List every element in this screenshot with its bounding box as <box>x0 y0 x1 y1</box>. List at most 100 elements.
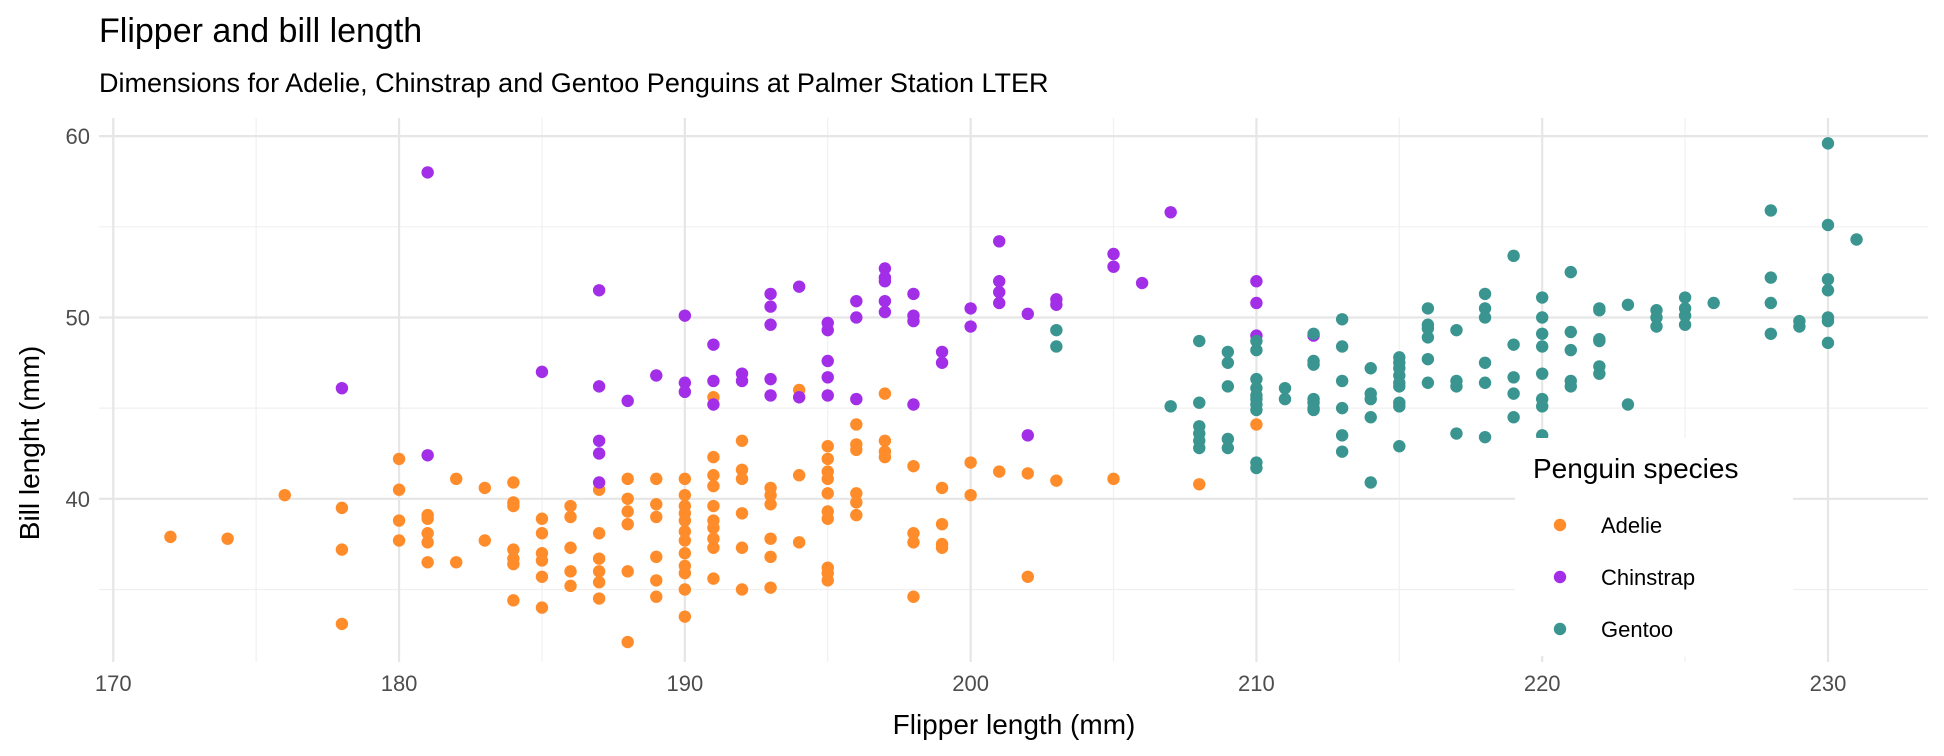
legend-title: Penguin species <box>1533 453 1738 484</box>
data-point <box>935 541 949 554</box>
data-point <box>1250 418 1263 431</box>
data-point <box>1650 320 1663 333</box>
data-point <box>678 534 692 547</box>
data-point <box>507 594 520 607</box>
data-point <box>1478 287 1492 301</box>
data-point <box>1421 331 1435 344</box>
data-point <box>735 583 749 596</box>
data-point <box>1021 570 1034 583</box>
series-adelie <box>164 383 1263 649</box>
legend-key-chinstrap <box>1553 570 1567 584</box>
data-point <box>1535 327 1549 340</box>
data-point <box>1478 311 1492 324</box>
data-point <box>335 501 349 515</box>
legend-key-gentoo <box>1553 622 1567 636</box>
data-point <box>878 275 892 288</box>
data-point <box>1535 400 1549 413</box>
data-point <box>1821 273 1835 286</box>
data-point <box>1050 340 1063 353</box>
data-point <box>421 449 434 462</box>
data-point <box>735 472 749 486</box>
data-point <box>650 498 663 511</box>
data-point <box>1450 380 1463 393</box>
data-point <box>1364 476 1377 489</box>
data-point <box>535 512 549 525</box>
x-axis-title: Flipper length (mm) <box>893 709 1136 740</box>
data-point <box>592 380 606 393</box>
data-point <box>821 440 834 453</box>
data-point <box>707 479 720 493</box>
data-point <box>1221 356 1235 369</box>
data-point <box>935 481 949 495</box>
x-tick-label: 200 <box>952 671 989 696</box>
data-point <box>1335 401 1349 415</box>
data-point <box>792 391 806 404</box>
data-point <box>1764 296 1778 310</box>
data-point <box>1307 358 1320 371</box>
data-point <box>564 510 577 524</box>
data-point <box>707 541 720 554</box>
data-point <box>764 581 777 594</box>
data-point <box>1193 478 1206 491</box>
data-point <box>650 369 663 382</box>
data-point <box>1821 336 1835 350</box>
data-point <box>421 556 434 569</box>
data-point <box>1621 398 1635 411</box>
data-point <box>993 285 1006 299</box>
data-point <box>678 488 692 502</box>
data-point <box>1507 338 1520 351</box>
data-point <box>850 392 863 406</box>
data-point <box>935 517 949 531</box>
data-point <box>707 398 720 411</box>
data-point <box>1221 345 1235 359</box>
data-point <box>878 450 892 464</box>
data-point <box>1564 380 1577 393</box>
data-point <box>421 166 434 179</box>
data-point <box>821 452 834 466</box>
data-point <box>421 527 434 540</box>
data-point <box>735 507 749 520</box>
data-point <box>1593 367 1606 380</box>
data-point <box>735 374 749 388</box>
data-point <box>821 389 834 402</box>
data-point <box>764 389 777 402</box>
data-point <box>1364 411 1377 424</box>
data-point <box>707 532 720 545</box>
data-point <box>1221 432 1235 446</box>
data-point <box>564 579 577 593</box>
data-point <box>1307 403 1320 417</box>
data-point <box>1478 376 1492 389</box>
data-point <box>1335 340 1349 353</box>
y-axis-tick-labels: 40 50 60 <box>66 124 90 512</box>
data-point <box>621 472 634 486</box>
data-point <box>1850 233 1863 246</box>
data-point <box>993 275 1006 288</box>
data-point <box>1164 400 1177 413</box>
legend-label-adelie: Adelie <box>1601 513 1662 538</box>
data-point <box>707 469 720 482</box>
data-point <box>592 476 606 489</box>
data-point <box>1593 304 1606 317</box>
data-point <box>1193 334 1206 348</box>
data-point <box>478 481 492 495</box>
data-point <box>707 521 720 535</box>
data-point <box>1250 372 1263 386</box>
data-point <box>392 452 406 466</box>
data-point <box>907 590 920 603</box>
data-point <box>1335 429 1349 442</box>
data-point <box>164 530 177 544</box>
data-point <box>993 296 1006 310</box>
data-point <box>592 284 606 297</box>
data-point <box>764 488 777 502</box>
data-point <box>1421 352 1435 366</box>
data-point <box>935 356 949 369</box>
x-tick-label: 190 <box>666 671 703 696</box>
data-point <box>792 536 806 549</box>
data-point <box>621 505 634 518</box>
data-point <box>592 552 606 565</box>
data-point <box>821 323 834 337</box>
data-point <box>564 499 577 513</box>
data-point <box>1164 206 1177 219</box>
data-point <box>764 318 777 331</box>
data-point <box>1764 271 1778 284</box>
